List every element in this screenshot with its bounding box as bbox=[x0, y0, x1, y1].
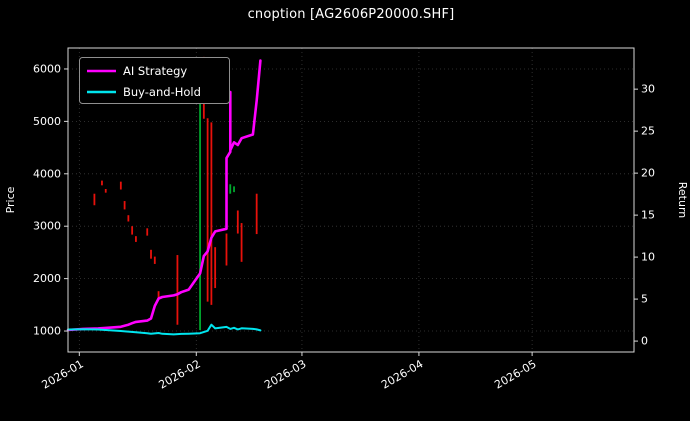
price-tick-label: 3000 bbox=[33, 220, 61, 233]
price-tick-label: 5000 bbox=[33, 115, 61, 128]
price-tick-label: 1000 bbox=[33, 325, 61, 338]
return-tick-label: 15 bbox=[641, 209, 655, 222]
left-axis: 1000 2000 3000 4000 5000 6000 Price bbox=[4, 62, 68, 338]
date-tick-label: 2026-02 bbox=[156, 357, 202, 391]
return-tick-label: 10 bbox=[641, 251, 655, 264]
y-axis-label-return: Return bbox=[676, 182, 689, 219]
candles bbox=[93, 56, 258, 330]
date-tick-label: 2026-04 bbox=[379, 357, 425, 391]
x-axis: 2026-01 2026-02 2026-03 2026-04 2026-05 bbox=[40, 352, 539, 392]
return-tick-label: 5 bbox=[641, 293, 648, 306]
legend-label: AI Strategy bbox=[123, 64, 187, 78]
price-tick-label: 4000 bbox=[33, 167, 61, 180]
price-tick-label: 6000 bbox=[33, 62, 61, 75]
series-buy-and-hold bbox=[67, 323, 262, 336]
return-tick-label: 0 bbox=[641, 335, 648, 348]
axes-frame bbox=[67, 47, 635, 353]
date-tick-label: 2026-01 bbox=[40, 357, 86, 391]
return-tick-label: 25 bbox=[641, 125, 655, 138]
legend-label: Buy-and-Hold bbox=[123, 85, 201, 99]
chart-title: cnoption [AG2606P20000.SHF] bbox=[247, 7, 455, 22]
y-axis-label-price: Price bbox=[4, 186, 17, 213]
series-ai-strategy bbox=[66, 59, 262, 332]
price-tick-label: 2000 bbox=[33, 272, 61, 285]
right-axis: 0 5 10 15 20 25 30 Return bbox=[634, 83, 689, 348]
date-tick-label: 2026-03 bbox=[262, 357, 308, 391]
date-tick-label: 2026-05 bbox=[492, 357, 538, 391]
return-tick-label: 20 bbox=[641, 167, 655, 180]
grid bbox=[68, 48, 634, 352]
return-tick-label: 30 bbox=[641, 83, 655, 96]
legend: AI Strategy Buy-and-Hold bbox=[79, 57, 230, 104]
